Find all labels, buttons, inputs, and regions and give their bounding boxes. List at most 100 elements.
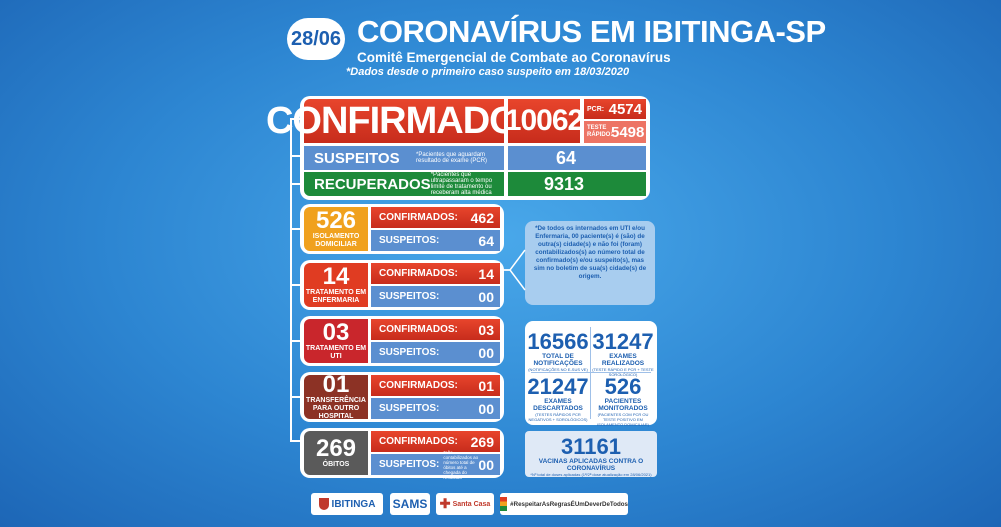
group-panel: 526 ISOLAMENTO DOMICILIAR CONFIRMADOS: 4… xyxy=(300,204,504,254)
group-panel: 03 TRATAMENTO EM UTI CONFIRMADOS: 03 SUS… xyxy=(300,316,504,366)
recovered-note: *Pacientes que ultrapassaram o tempo lim… xyxy=(430,172,493,196)
group-left-box: 269 ÓBITOS xyxy=(304,431,368,475)
bracket-tick xyxy=(290,155,302,157)
group-confirmed-label: CONFIRMADOS: xyxy=(379,436,458,447)
group-left-value: 526 xyxy=(315,207,357,234)
group-panel: 01 TRANSFERÊNCIA PARA OUTRO HOSPITAL CON… xyxy=(300,372,504,422)
info-box-text: *De todos os internados em UTI e/ou Enfe… xyxy=(533,225,647,280)
stat-discarded-label: EXAMES DESCARTADOS xyxy=(533,398,583,412)
group-left-value: 269 xyxy=(315,435,357,462)
suspects-value-box: 64 xyxy=(508,146,646,170)
rapid-label: TESTE RÁPIDO: xyxy=(587,125,613,138)
group-confirmed-label: CONFIRMADOS: xyxy=(379,268,458,279)
group-confirmed-value: 01 xyxy=(478,377,494,394)
page-subtitle: Comitê Emergencial de Combate ao Coronav… xyxy=(357,50,671,65)
stats-panel: 16566 TOTAL DE NOTIFICAÇÕES (NOTIFICAÇÕE… xyxy=(525,321,657,428)
stat-notifications: 16566 TOTAL DE NOTIFICAÇÕES (NOTIFICAÇÕE… xyxy=(527,331,589,373)
shield-icon xyxy=(318,498,329,510)
vaccines-value: 31161 xyxy=(561,434,621,459)
group-panel: 269 ÓBITOS CONFIRMADOS: 269 SUSPEITOS: *… xyxy=(300,428,504,480)
group-confirmed-row: CONFIRMADOS: 03 xyxy=(371,319,500,340)
group-suspects-label: SUSPEITOS: xyxy=(379,291,440,302)
group-confirmed-label: CONFIRMADOS: xyxy=(379,324,458,335)
group-left-value: 03 xyxy=(322,319,350,346)
group-confirmed-value: 462 xyxy=(470,209,494,226)
confirmed-label: CONFIRMADOS xyxy=(266,99,543,143)
group-suspects-value: 00 xyxy=(478,456,494,473)
bracket-tick xyxy=(290,228,302,230)
suspects-label-box: SUSPEITOS *Pacientes que aguardam result… xyxy=(304,146,504,170)
group-suspects-row: SUSPEITOS: 00 xyxy=(371,342,500,363)
group-left-label: ISOLAMENTO DOMICILIAR xyxy=(312,233,360,248)
confirmed-value: 10062 xyxy=(504,99,584,143)
group-suspects-value: 64 xyxy=(478,232,494,249)
bracket-tick xyxy=(290,183,302,185)
group-left-value: 14 xyxy=(322,263,350,290)
group-left-value: 01 xyxy=(322,371,350,398)
stats-divider-h xyxy=(531,372,651,373)
group-confirmed-row: CONFIRMADOS: 01 xyxy=(371,375,500,396)
suspects-note: *Pacientes que aguardam resultado de exa… xyxy=(416,152,488,164)
group-confirmed-row: CONFIRMADOS: 462 xyxy=(371,207,500,228)
group-suspects-row: SUSPEITOS: 00 xyxy=(371,286,500,307)
bracket-tick xyxy=(290,118,302,120)
group-suspects-row: SUSPEITOS: *não contabilizados ao número… xyxy=(371,450,500,480)
flag-icon xyxy=(500,497,508,511)
stat-exams-label: EXAMES REALIZADOS xyxy=(601,353,645,367)
stat-monitored-label: PACIENTES MONITORADOS xyxy=(598,398,648,412)
group-suspects-label: SUSPEITOS: xyxy=(379,235,440,246)
recovered-label-box: RECUPERADOS *Pacientes que ultrapassaram… xyxy=(304,172,504,196)
group-suspects-value: 00 xyxy=(478,344,494,361)
group-confirmed-value: 03 xyxy=(478,321,494,338)
stat-discarded-value: 21247 xyxy=(527,374,589,399)
hashtag-text: #RespeitarAsRegrasÉUmDeverDeTodos xyxy=(510,500,628,508)
group-suspects-value: 00 xyxy=(478,400,494,417)
group-suspects-row: SUSPEITOS: 64 xyxy=(371,230,500,251)
group-suspects-label: SUSPEITOS: xyxy=(379,347,440,358)
group-confirmed-row: CONFIRMADOS: 14 xyxy=(371,263,500,284)
rapid-box: TESTE RÁPIDO: 5498 xyxy=(584,121,646,143)
sams-logo: SAMS xyxy=(390,493,430,515)
bracket-line xyxy=(290,118,292,440)
cross-icon: ✚ xyxy=(439,496,451,511)
suspects-value: 64 xyxy=(555,147,576,168)
stats-divider-v xyxy=(590,327,591,419)
group-panel: 14 TRATAMENTO EM ENFERMARIA CONFIRMADOS:… xyxy=(300,260,504,310)
bracket-tick xyxy=(290,284,302,286)
bracket-tick xyxy=(290,340,302,342)
ibitinga-logo: IBITINGA xyxy=(311,493,383,515)
pcr-value: 4574 xyxy=(608,100,642,118)
stat-exams: 31247 EXAMES REALIZADOS (TESTE RÁPIDO E … xyxy=(592,331,654,378)
vaccines-label: VACINAS APLICADAS CONTRA O CORONAVÍRUS xyxy=(538,458,644,472)
group-confirmed-label: CONFIRMADOS: xyxy=(379,380,458,391)
group-suspects-label: SUSPEITOS: xyxy=(379,403,440,414)
pcr-box: PCR: 4574 xyxy=(584,99,646,119)
santa-casa-logo: ✚ Santa Casa xyxy=(436,493,494,515)
stat-notifications-label: TOTAL DE NOTIFICAÇÕES xyxy=(533,353,583,367)
group-left-label: ÓBITOS xyxy=(322,461,350,468)
date-badge: 28/06 xyxy=(287,18,345,60)
vaccines-panel: 31161 VACINAS APLICADAS CONTRA O CORONAV… xyxy=(525,431,657,477)
confirmed-value-text: 10062 xyxy=(504,104,584,137)
stat-monitored-sub: (PACIENTES COM PCR OU TESTE POSITIVO EM … xyxy=(597,412,649,427)
header-note: *Dados desde o primeiro caso suspeito em… xyxy=(346,66,630,78)
vaccines-sub: *Nº total de doses aplicadas (1ª/2ª dose… xyxy=(530,472,652,477)
group-suspects-row: SUSPEITOS: 00 xyxy=(371,398,500,419)
stat-discarded: 21247 EXAMES DESCARTADOS (TESTES RÁPIDOS… xyxy=(527,374,589,423)
suspects-label: SUSPEITOS xyxy=(314,149,400,167)
stat-notifications-sub: (NOTIFICAÇÕES NO E-SUS VE) xyxy=(528,367,588,372)
stat-monitored-value: 526 xyxy=(604,374,642,399)
pcr-label: PCR: xyxy=(587,105,605,113)
confirmed-label-text: CONFIRMADOS xyxy=(265,99,543,142)
bracket-tick xyxy=(290,396,302,398)
stat-exams-sub: (TESTE RÁPIDO E PCR + TESTE SOROLÓGICO) xyxy=(592,367,654,377)
group-left-box: 526 ISOLAMENTO DOMICILIAR xyxy=(304,207,368,251)
santa-casa-logo-text: Santa Casa xyxy=(452,500,491,508)
group-left-label: TRANSFERÊNCIA PARA OUTRO HOSPITAL xyxy=(306,397,366,420)
recovered-label: RECUPERADOS xyxy=(314,175,431,193)
stat-discarded-sub: (TESTES RÁPIDOS PCR NEGATIVOS + SOROLÓGI… xyxy=(528,412,588,422)
group-suspects-note: *não contabilizados ao número total de ó… xyxy=(443,449,479,480)
bracket-tick xyxy=(290,440,302,442)
recovered-value-box: 9313 xyxy=(508,172,646,196)
stat-monitored: 526 PACIENTES MONITORADOS (PACIENTES COM… xyxy=(592,374,654,428)
